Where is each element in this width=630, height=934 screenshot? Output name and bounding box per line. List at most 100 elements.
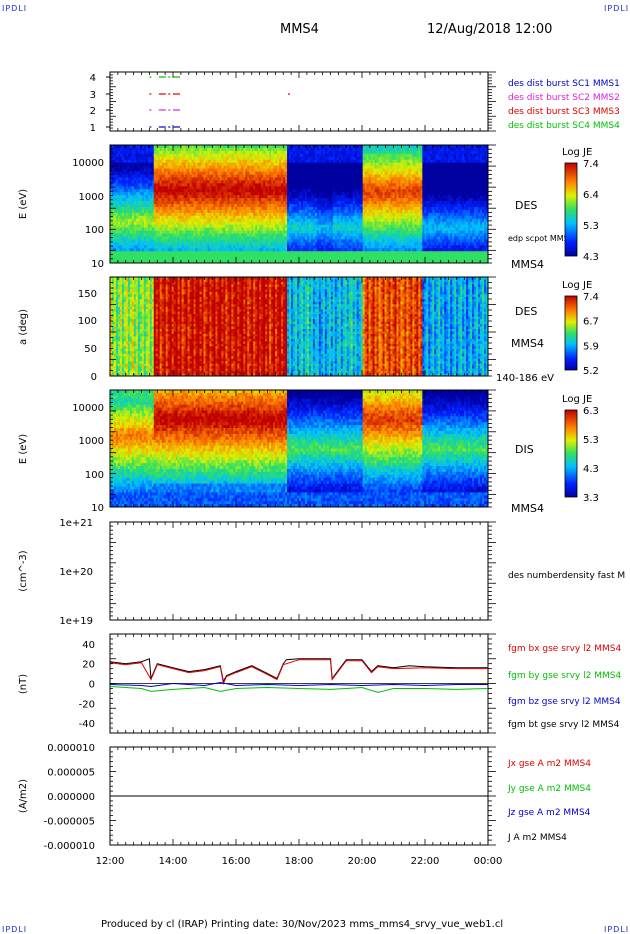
- des-spectro-cell: [203, 195, 206, 199]
- des-spectro-cell: [123, 145, 127, 149]
- des-spectro-cell: [117, 221, 121, 226]
- des-spectro-cell: [217, 195, 220, 199]
- des-spectro-cell: [229, 218, 232, 223]
- des-spectro-cell: [179, 254, 183, 258]
- des-spectro-cell: [295, 186, 298, 190]
- des-spectro-cell: [243, 254, 246, 258]
- des-spectro-cell: [175, 174, 179, 178]
- des-spectro-cell: [265, 248, 268, 252]
- des-spectro-cell: [223, 254, 226, 258]
- des-spectro-cell: [267, 156, 270, 161]
- des-spectro-cell: [110, 209, 113, 214]
- des-spectro-cell: [147, 198, 151, 202]
- des-spectro-cell: [304, 218, 308, 223]
- des-spectro-cell: [304, 145, 308, 149]
- des-spectro-cell: [155, 168, 159, 172]
- des-spectro-cell: [304, 150, 308, 155]
- des-spectro-cell: [169, 233, 173, 237]
- des-spectro-cell: [133, 174, 137, 178]
- des-spectro-cell: [149, 242, 153, 246]
- des-spectro-cell: [225, 195, 228, 199]
- des-spectro-cell: [249, 145, 252, 149]
- des-spectro-cell: [193, 227, 196, 231]
- des-spectro-cell: [167, 209, 171, 214]
- des-spectro-cell: [251, 239, 254, 243]
- des-spectro-cell: [153, 224, 157, 228]
- des-spectro-cell: [157, 165, 161, 169]
- des-spectro-cell: [247, 145, 250, 149]
- des-spectro-cell: [181, 254, 185, 258]
- des-spectro-cell: [125, 153, 129, 158]
- des-spectro-cell: [293, 215, 296, 220]
- des-spectro-cell: [277, 171, 280, 175]
- des-spectro-cell: [306, 153, 310, 158]
- des-spectro-cell: [235, 251, 238, 255]
- des-spectro-cell: [291, 145, 294, 149]
- des-spectro-cell: [185, 162, 188, 167]
- des-spectro-cell: [189, 245, 192, 249]
- des-spectro-cell: [113, 242, 117, 246]
- des-spectro-cell: [249, 224, 252, 228]
- des-spectro-cell: [207, 159, 210, 164]
- des-spectro-cell: [295, 230, 298, 234]
- des-spectro-cell: [299, 168, 302, 172]
- des-spectro-cell: [209, 227, 212, 231]
- des-spectro-cell: [281, 183, 284, 187]
- des-spectro-cell: [285, 251, 288, 255]
- des-spectro-cell: [221, 159, 224, 164]
- des-spectro-cell: [131, 156, 135, 161]
- des-spectro-cell: [261, 198, 264, 202]
- des-spectro-cell: [133, 230, 137, 234]
- des-spectro-cell: [251, 201, 254, 205]
- des-spectro-cell: [209, 145, 212, 149]
- des-spectro-cell: [197, 254, 200, 258]
- des-spectro-cell: [300, 195, 304, 199]
- des-spectro-cell: [265, 168, 268, 172]
- des-spectro-cell: [225, 174, 228, 178]
- des-spectro-cell: [300, 153, 304, 158]
- des-spectro-cell: [287, 145, 290, 149]
- des-spectro-cell: [167, 224, 171, 228]
- des-spectro-cell: [163, 192, 167, 196]
- des-spectro-cell: [117, 195, 121, 199]
- des-spectro-cell: [263, 153, 266, 158]
- des-spectro-cell: [115, 156, 119, 161]
- des-spectro-cell: [127, 156, 131, 161]
- des-spectro-cell: [167, 168, 171, 172]
- des-spectro-cell: [265, 171, 268, 175]
- des-spectro-cell: [233, 221, 236, 226]
- des-spectro-cell: [121, 150, 125, 155]
- des-spectro-cell: [179, 171, 183, 175]
- des-spectro-cell: [302, 204, 306, 208]
- des-spectro-cell: [281, 198, 284, 202]
- des-spectro-cell: [151, 204, 155, 208]
- des-spectro-cell: [300, 150, 304, 155]
- des-spectro-cell: [229, 174, 232, 178]
- des-spectro-cell: [308, 254, 312, 258]
- des-spectro-cell: [257, 248, 260, 252]
- des-spectro-cell: [209, 177, 212, 181]
- des-spectro-cell: [145, 230, 149, 234]
- des-spectro-cell: [237, 189, 240, 193]
- des-spectro-cell: [219, 239, 222, 243]
- des-spectro-cell: [287, 239, 290, 243]
- des-spectro-cell: [291, 150, 294, 155]
- des-spectro-cell: [299, 153, 302, 158]
- des-spectro-cell: [213, 230, 216, 234]
- des-spectro-cell: [259, 162, 262, 167]
- des-spectro-cell: [213, 147, 216, 152]
- des-spectro-cell: [235, 159, 238, 164]
- des-spectro-cell: [193, 242, 196, 246]
- des-spectro-cell: [117, 198, 121, 202]
- des-spectro-cell: [135, 165, 139, 169]
- des-spectro-cell: [161, 251, 165, 255]
- des-spectro-cell: [175, 254, 179, 258]
- des-spectro-cell: [145, 227, 149, 231]
- des-spectro-cell: [263, 165, 266, 169]
- des-spectro-cell: [297, 212, 300, 217]
- des-spectro-cell: [167, 242, 171, 246]
- des-spectro-cell: [251, 186, 254, 190]
- des-spectro-cell: [255, 147, 258, 152]
- des-spectro-cell: [203, 248, 206, 252]
- des-spectro-cell: [231, 227, 234, 231]
